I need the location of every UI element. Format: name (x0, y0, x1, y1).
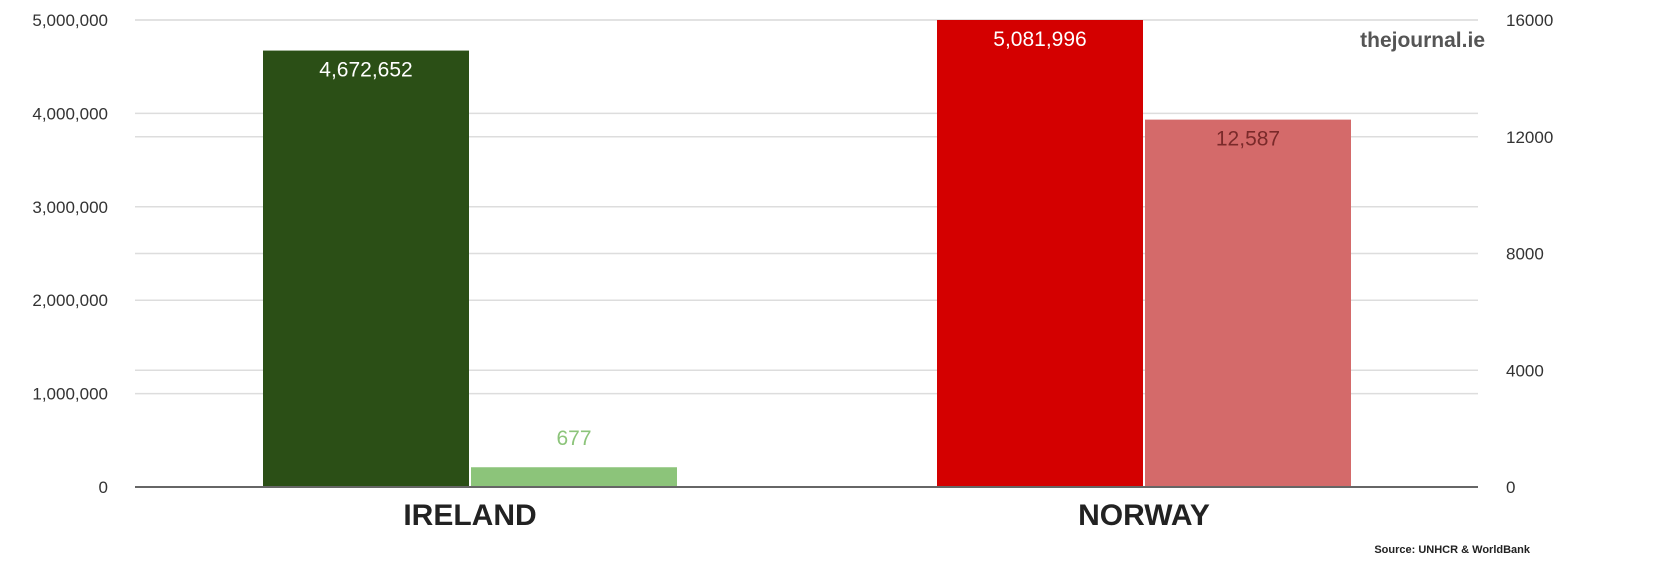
data-label: 677 (556, 427, 591, 450)
bar-norway-refugees (1145, 119, 1351, 487)
axes: 0 1,000,000 2,000,000 3,000,000 4,000,000 5,0… (32, 11, 1553, 532)
left-axis-tick-label: 2,000,000 (32, 291, 108, 310)
data-label: 4,672,652 (319, 59, 412, 82)
right-axis-tick-label: 8000 (1506, 245, 1544, 264)
right-axis-tick-label: 16000 (1506, 11, 1553, 30)
left-axis-tick-label: 3,000,000 (32, 198, 108, 217)
left-axis-tick-label: 5,000,000 (32, 11, 108, 30)
bar-norway-population (937, 20, 1143, 487)
left-axis-tick-label: 0 (99, 478, 108, 497)
category-label-norway: NORWAY (1078, 499, 1210, 532)
category-label-ireland: IRELAND (403, 499, 536, 532)
bars (263, 20, 1351, 487)
right-axis-tick-label: 12000 (1506, 128, 1553, 147)
left-axis-tick-label: 4,000,000 (32, 104, 108, 123)
left-axis-tick-label: 1,000,000 (32, 385, 108, 404)
data-label: 5,081,996 (993, 28, 1086, 51)
source-note: Source: UNHCR & WorldBank (1374, 544, 1531, 556)
right-axis-tick-label: 0 (1506, 478, 1515, 497)
bar-ireland-refugees (471, 467, 677, 487)
right-axis-tick-label: 4000 (1506, 361, 1544, 380)
data-label: 12,587 (1216, 128, 1280, 151)
brand-logo-text: thejournal.ie (1360, 29, 1485, 52)
bar-ireland-population (263, 50, 469, 487)
data-labels: 4,672,652 677 5,081,996 12,587 (319, 28, 1280, 450)
